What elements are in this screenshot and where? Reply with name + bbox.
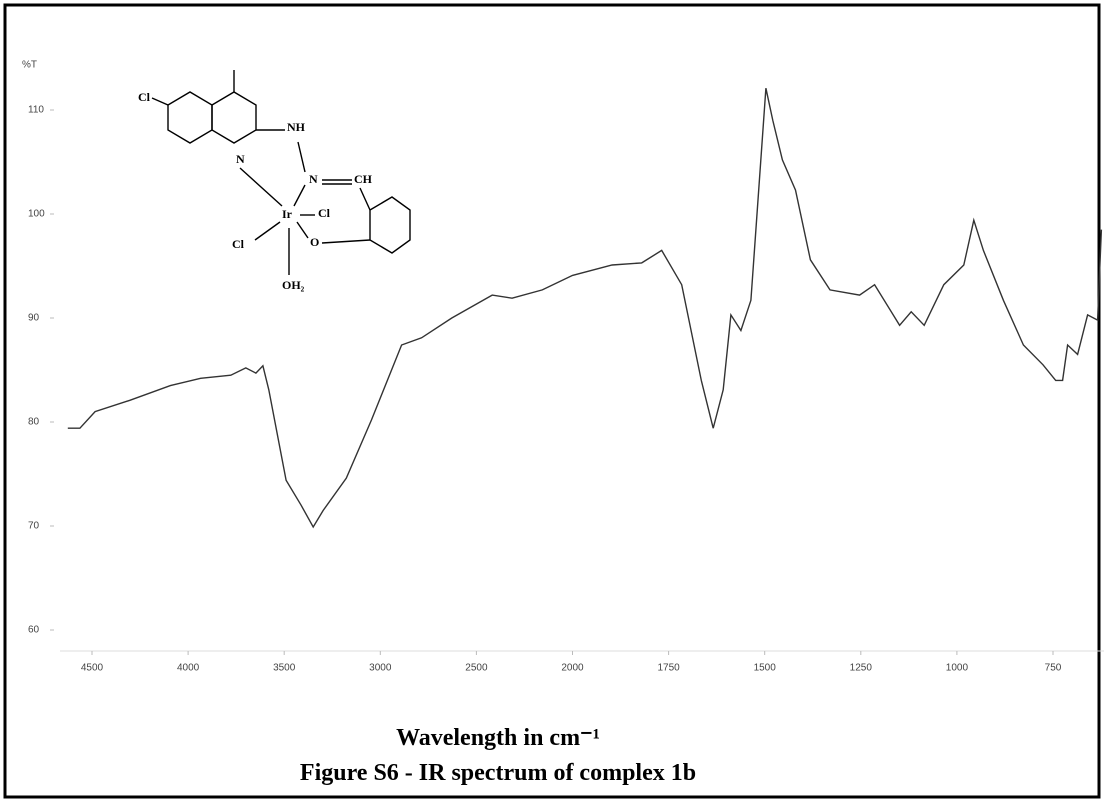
atom-label: Cl [138,90,151,104]
bond [297,141,306,173]
x-tick-label: 750 [1045,663,1062,674]
atom-label: O [310,235,319,249]
y-tick-label: 90 [28,313,40,324]
ring [369,196,411,254]
atom-label: Ir [282,207,293,221]
y-tick-label: 100 [28,209,45,220]
atom-label: N [309,172,318,186]
x-tick-label: 2500 [465,663,488,674]
x-tick-label: 4000 [177,663,200,674]
x-tick-label: 1500 [754,663,777,674]
atom-label: Cl [232,237,245,251]
x-tick-label: 3500 [273,663,296,674]
arrow [239,167,283,207]
bond [151,97,169,106]
x-axis-label: Wavelength in cm⁻¹ [396,725,600,751]
spectrum-line [67,88,1103,529]
ring [211,91,257,144]
x-tick-label: 1250 [850,663,873,674]
bond [296,221,309,239]
atom-label: Cl [318,206,331,220]
x-tick-label: 1750 [657,663,680,674]
bond [359,187,371,211]
y-tick-label: 70 [28,521,40,532]
y-axis-label: %T [22,60,37,71]
y-tick-label: 60 [28,625,40,636]
y-tick-label: 80 [28,417,40,428]
x-tick-label: 1000 [946,663,969,674]
x-tick-label: 4500 [81,663,104,674]
atom-label: OH₂ [282,278,305,292]
y-tick-label: 110 [28,105,44,116]
bond [321,239,371,244]
structure: Cl NH N N CH Ir Cl Cl O OH₂ [138,70,411,292]
arrow [293,184,306,207]
x-tick-label: 2000 [561,663,584,674]
frame [3,3,1101,799]
caption: Figure S6 - IR spectrum of complex 1b [300,760,696,786]
atom-label: NH [287,120,306,134]
atom-label: N [236,152,245,166]
ring [167,91,213,144]
x-tick-label: 3000 [369,663,392,674]
bond [254,221,281,241]
atom-label: CH [354,172,373,186]
